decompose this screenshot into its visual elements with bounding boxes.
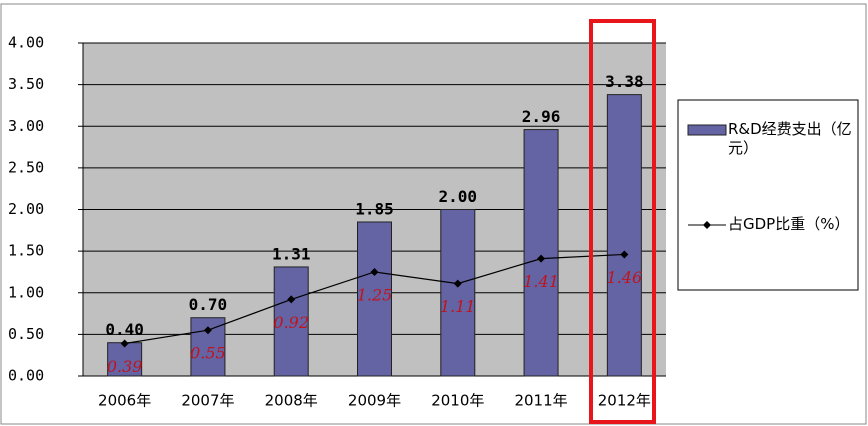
line-value-label: 0.92 <box>273 313 309 332</box>
legend-label: R&D经费支出（亿元） <box>728 120 852 157</box>
legend-marker <box>703 221 711 229</box>
x-tick-label: 2012年 <box>598 392 651 410</box>
line-point <box>537 254 546 263</box>
line-value-label: 1.11 <box>440 297 476 316</box>
line-value-label: 0.55 <box>190 344 226 363</box>
bar-value-label: 1.85 <box>355 199 394 218</box>
highlight-box <box>589 19 656 424</box>
x-tick-label: 2006年 <box>98 392 151 410</box>
line-point <box>287 295 296 304</box>
bar-value-label: 0.70 <box>189 295 228 314</box>
x-tick-label: 2010年 <box>431 392 484 410</box>
bar-value-label: 2.00 <box>439 187 478 206</box>
y-tick-label: 0.00 <box>8 367 44 385</box>
x-tick-label: 2007年 <box>181 392 234 410</box>
bar-value-label: 1.31 <box>272 244 311 263</box>
bar <box>606 94 642 377</box>
line-point <box>370 267 379 276</box>
bar <box>357 221 392 377</box>
y-tick-label: 2.50 <box>8 158 44 176</box>
bar-value-label: 0.40 <box>105 320 144 339</box>
bar <box>273 266 309 377</box>
legend-label: 占GDP比重（%） <box>728 215 850 233</box>
line-point <box>453 279 462 288</box>
y-tick-label: 2.00 <box>8 200 44 218</box>
bar-value-label: 2.96 <box>522 107 561 126</box>
bar <box>440 209 476 377</box>
bar-value-label: 3.38 <box>605 72 644 91</box>
line-point <box>120 339 129 348</box>
x-tick-label: 2008年 <box>265 392 318 410</box>
y-tick-label: 1.00 <box>8 283 44 301</box>
legend-swatch <box>687 124 727 136</box>
line-value-label: 1.46 <box>607 268 643 287</box>
line-value-label: 0.39 <box>107 357 143 376</box>
y-tick-label: 4.00 <box>8 34 44 52</box>
y-tick-label: 3.00 <box>8 117 44 135</box>
y-tick-label: 0.50 <box>8 325 44 343</box>
x-tick-label: 2009年 <box>348 392 401 410</box>
y-tick-label: 1.50 <box>8 242 44 260</box>
line-point <box>620 250 629 259</box>
bar <box>107 342 143 377</box>
line-point <box>203 326 212 335</box>
x-tick-label: 2011年 <box>514 392 567 410</box>
bar <box>523 129 559 377</box>
line-value-label: 1.41 <box>523 272 559 291</box>
line-value-label: 1.25 <box>357 285 393 304</box>
y-tick-label: 3.50 <box>8 75 44 93</box>
legend-box <box>677 99 859 291</box>
